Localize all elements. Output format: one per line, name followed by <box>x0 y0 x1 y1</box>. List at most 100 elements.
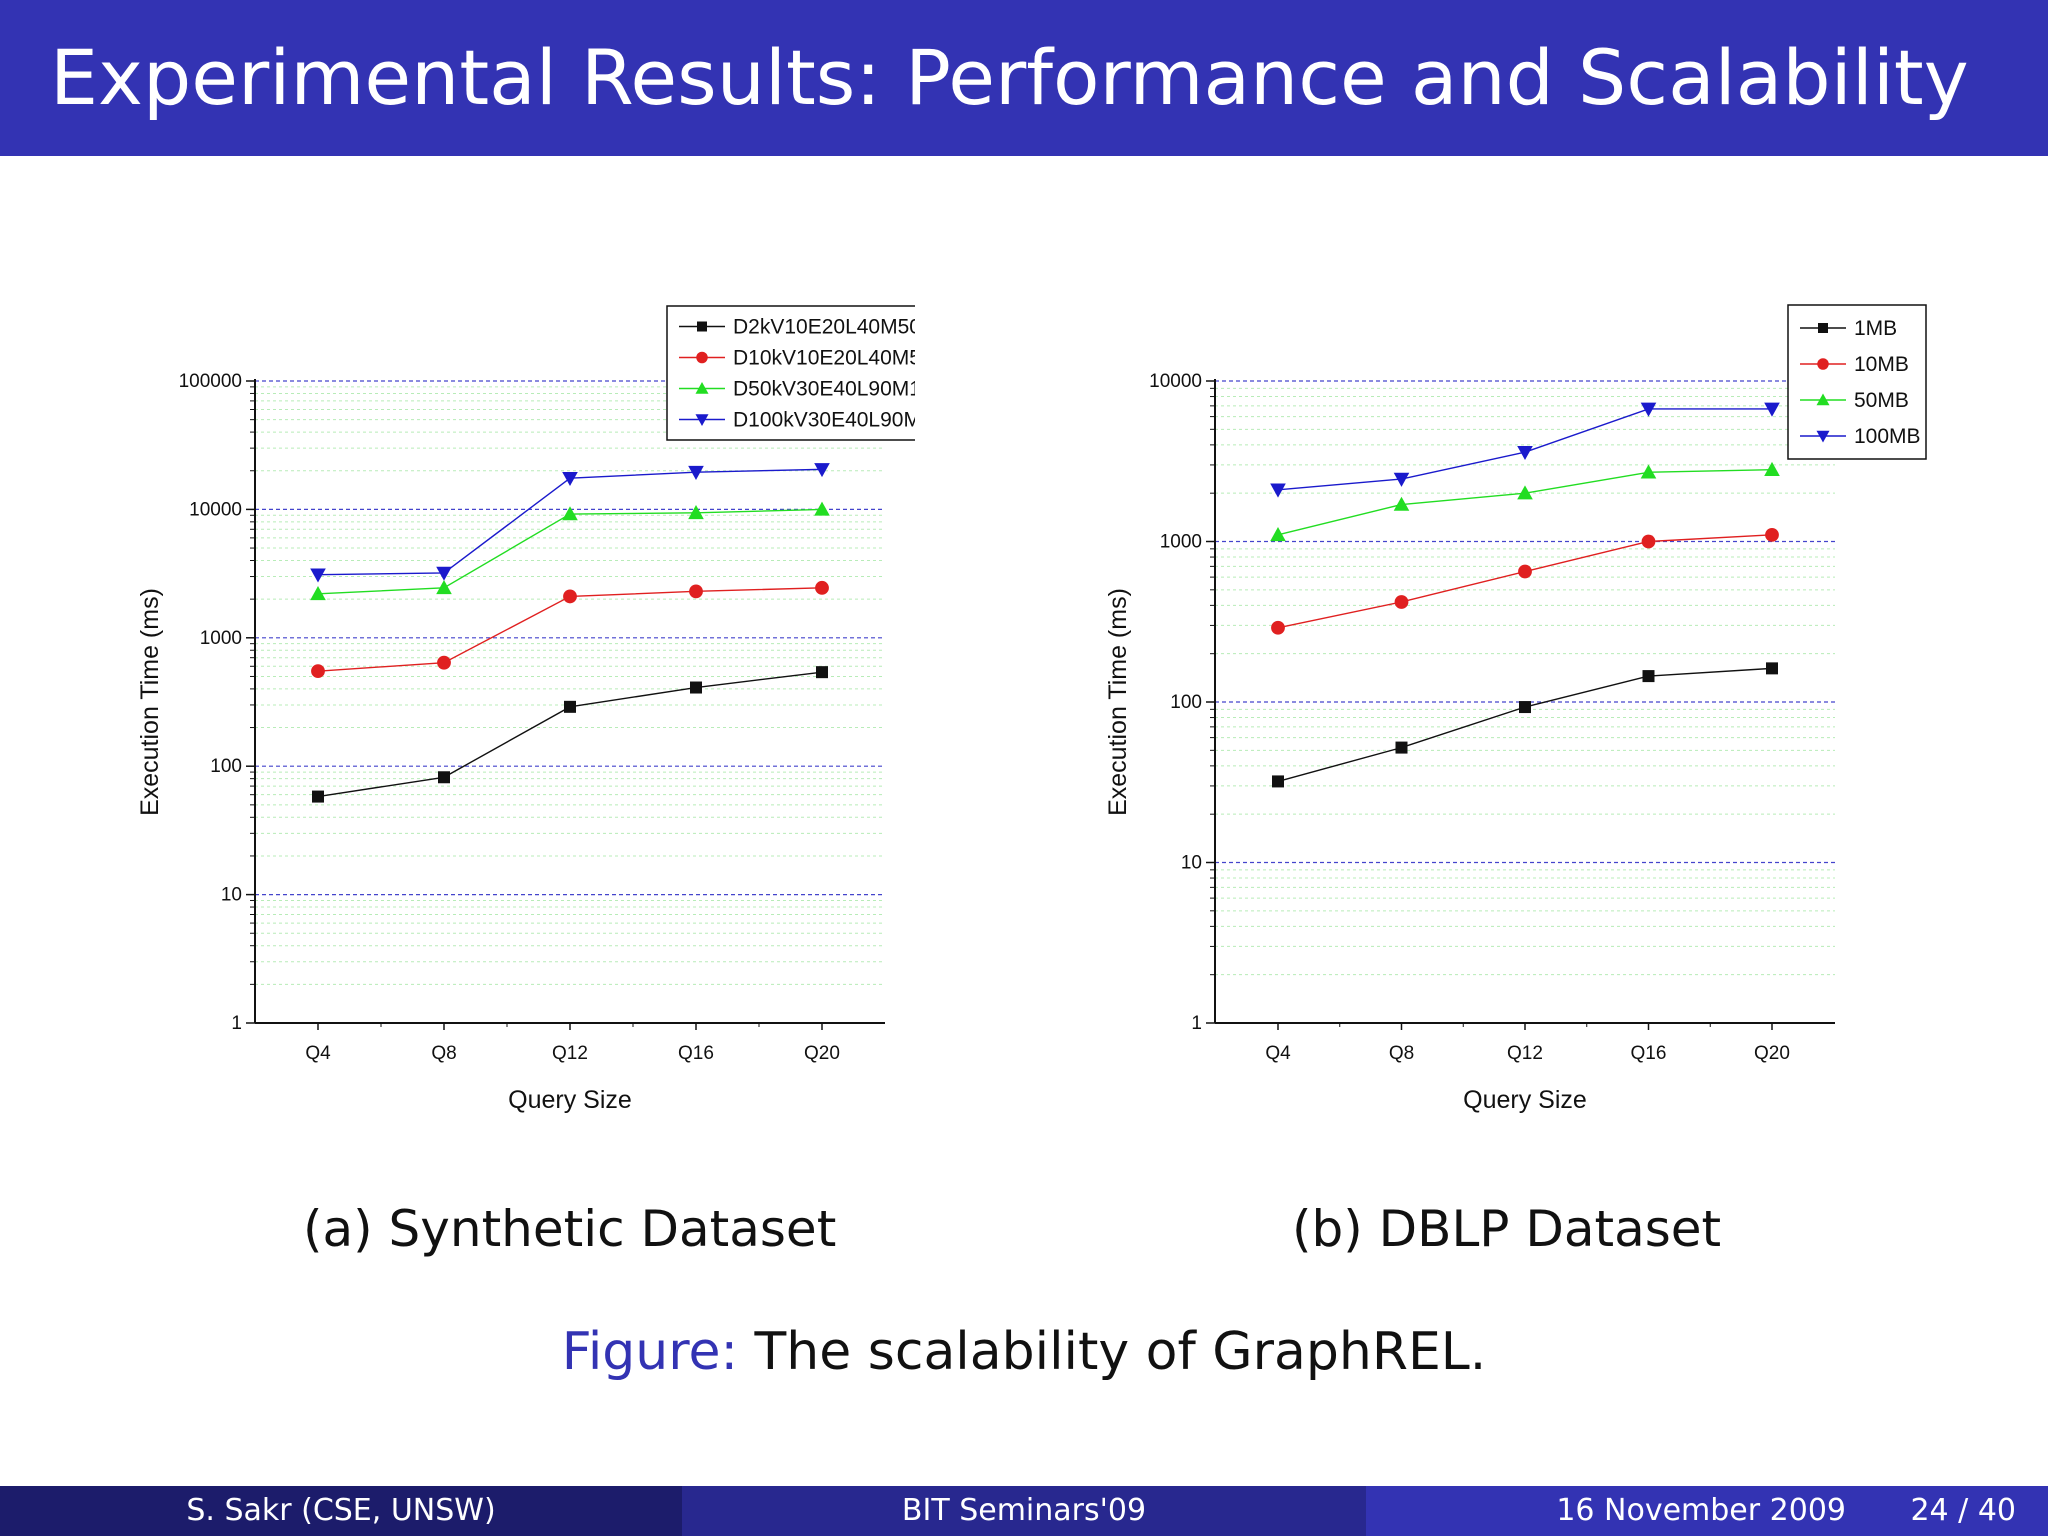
x-tick-label: Q4 <box>305 1043 331 1064</box>
data-point-marker <box>312 790 324 803</box>
figure-label: Figure: <box>561 1322 738 1382</box>
x-axis-title: Query Size <box>508 1086 632 1114</box>
y-tick-label: 10 <box>221 885 242 906</box>
data-point-marker <box>688 505 704 520</box>
data-point-marker <box>1518 564 1532 579</box>
legend-entry-label: 1MB <box>1854 317 1897 340</box>
legend-entry-label: D100kV30E40L90M150 <box>733 409 915 432</box>
legend-entry-label: D50kV30E40L90M150 <box>733 378 915 401</box>
data-point-marker <box>564 700 576 713</box>
y-tick-label: 1 <box>1191 1013 1202 1034</box>
data-point-marker <box>690 681 702 694</box>
data-point-marker <box>563 589 577 604</box>
legend-entry-label: 100MB <box>1854 425 1921 448</box>
chart-synthetic-dataset: 1 10 100 1000 10000 100000 Q4 Q8 Q12 Q16 Q20 Query … <box>136 305 915 1114</box>
figure-caption-line: Figure: The scalability of GraphREL. <box>0 1322 2048 1382</box>
data-point-marker <box>1765 527 1779 542</box>
legend-box <box>1787 304 1927 460</box>
y-tick-label: 10000 <box>1149 371 1202 392</box>
slide-title: Experimental Results: Performance and Sc… <box>50 33 1969 122</box>
data-point-marker <box>688 465 704 480</box>
legend-box <box>666 305 915 441</box>
y-tick-label: 100 <box>1170 692 1202 713</box>
legend-entry-label: 10MB <box>1854 353 1909 376</box>
series-line <box>1277 469 1773 536</box>
data-point-marker <box>1642 670 1655 683</box>
legend-entry-label: 50MB <box>1854 389 1909 412</box>
data-point-marker <box>1640 464 1657 479</box>
data-point-marker <box>562 506 578 521</box>
data-point-marker <box>438 771 450 784</box>
data-point-marker <box>1517 445 1533 461</box>
data-point-marker <box>814 501 830 516</box>
data-point-marker <box>562 471 578 486</box>
chart-dblp-dataset: 1 10 100 1000 10000 Q4 Q8 Q12 Q16 Q20 Query Size Ex… <box>1104 304 1927 1114</box>
data-point-marker <box>814 463 830 478</box>
x-tick-label: Q12 <box>552 1043 588 1064</box>
footer-date-page: 16 November 2009 24 / 40 <box>1366 1486 2048 1536</box>
data-point-marker <box>1519 701 1531 714</box>
data-point-marker <box>1764 461 1780 476</box>
legend-entry-label: D2kV10E20L40M50 <box>733 316 915 339</box>
x-axis-title: Query Size <box>1463 1086 1587 1114</box>
figure-caption: The scalability of GraphREL. <box>754 1322 1487 1382</box>
x-tick-label: Q16 <box>678 1043 714 1064</box>
y-axis-title: Execution Time (ms) <box>136 588 164 816</box>
footer-date: 16 November 2009 <box>1556 1493 1846 1528</box>
series-line <box>317 671 823 798</box>
x-tick-label: Q4 <box>1265 1043 1291 1064</box>
legend-swatch-marker <box>1816 430 1830 443</box>
data-point-marker <box>1640 402 1657 417</box>
footer-event: BIT Seminars'09 <box>682 1486 1366 1536</box>
legend-entry-label: D10kV10E20L40M50 <box>733 347 915 370</box>
legend-swatch-marker <box>696 351 708 364</box>
y-tick-label: 1000 <box>200 628 242 649</box>
data-point-marker <box>1641 534 1656 549</box>
y-tick-label: 1000 <box>1160 532 1202 553</box>
data-point-marker <box>689 584 703 599</box>
data-point-marker <box>1272 775 1284 788</box>
x-tick-label: Q8 <box>431 1043 456 1064</box>
data-point-marker <box>436 566 452 581</box>
data-point-marker <box>1394 595 1409 609</box>
data-point-marker <box>1764 402 1780 417</box>
legend-swatch-marker <box>695 382 709 394</box>
x-tick-label: Q20 <box>1754 1043 1790 1064</box>
series-line <box>1277 667 1773 783</box>
data-point-marker <box>1270 483 1286 498</box>
y-tick-label: 1 <box>231 1013 242 1034</box>
legend-swatch-marker <box>1818 323 1828 333</box>
data-point-marker <box>816 666 828 679</box>
footer-bar: S. Sakr (CSE, UNSW) BIT Seminars'09 16 N… <box>0 1486 2048 1536</box>
data-point-marker <box>1393 496 1410 511</box>
x-tick-label: Q20 <box>804 1043 840 1064</box>
x-tick-label: Q8 <box>1389 1043 1414 1064</box>
data-point-marker <box>1395 741 1408 754</box>
y-tick-label: 100 <box>210 756 242 777</box>
data-point-marker <box>310 568 326 583</box>
legend-swatch-marker <box>1816 393 1830 406</box>
data-point-marker <box>437 655 451 670</box>
data-point-marker <box>1517 485 1533 500</box>
page-number: 24 / 40 <box>1910 1493 2016 1528</box>
subcaption-a: (a) Synthetic Dataset <box>303 1200 837 1258</box>
data-point-marker <box>310 586 326 601</box>
title-bar: Experimental Results: Performance and Sc… <box>0 0 2048 156</box>
y-tick-label: 100000 <box>179 371 242 392</box>
legend-swatch-marker <box>695 414 709 426</box>
x-tick-label: Q16 <box>1631 1043 1667 1064</box>
data-point-marker <box>1270 527 1286 542</box>
data-point-marker <box>311 664 325 679</box>
footer-author: S. Sakr (CSE, UNSW) <box>0 1486 682 1536</box>
x-tick-label: Q12 <box>1507 1043 1543 1064</box>
y-axis-title: Execution Time (ms) <box>1104 588 1132 816</box>
subcaption-b: (b) DBLP Dataset <box>1292 1200 1722 1258</box>
data-point-marker <box>1271 620 1285 635</box>
data-point-marker <box>1393 472 1410 487</box>
legend-swatch-marker <box>1817 358 1829 370</box>
data-point-marker <box>436 580 452 595</box>
legend-swatch-marker <box>697 321 707 332</box>
data-point-marker <box>1766 662 1778 675</box>
y-tick-label: 10000 <box>189 499 242 520</box>
data-point-marker <box>815 580 829 595</box>
